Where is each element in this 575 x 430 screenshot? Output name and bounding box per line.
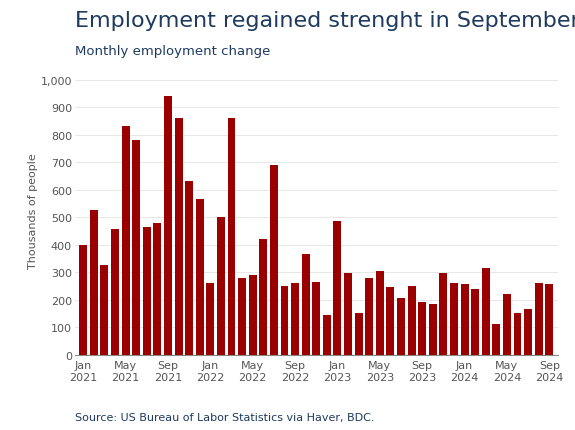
Bar <box>259 240 267 355</box>
Bar <box>492 325 500 355</box>
Bar <box>471 289 479 355</box>
Bar <box>482 268 490 355</box>
Bar <box>90 211 98 355</box>
Bar <box>524 310 532 355</box>
Bar <box>291 283 299 355</box>
Bar <box>461 285 469 355</box>
Bar <box>418 303 426 355</box>
Bar <box>270 166 278 355</box>
Bar <box>429 304 437 355</box>
Bar <box>154 223 162 355</box>
Bar <box>302 255 309 355</box>
Bar <box>344 274 352 355</box>
Bar <box>206 283 214 355</box>
Bar <box>143 227 151 355</box>
Bar <box>122 127 129 355</box>
Bar <box>101 266 108 355</box>
Bar <box>79 245 87 355</box>
Bar <box>281 286 289 355</box>
Bar <box>217 218 225 355</box>
Bar <box>228 119 236 355</box>
Bar <box>175 119 182 355</box>
Bar <box>439 274 447 355</box>
Bar <box>450 283 458 355</box>
Bar <box>535 283 543 355</box>
Bar <box>334 222 342 355</box>
Bar <box>386 288 394 355</box>
Bar <box>132 141 140 355</box>
Text: Source: US Bureau of Labor Statistics via Haver, BDC.: Source: US Bureau of Labor Statistics vi… <box>75 412 374 422</box>
Bar <box>397 298 405 355</box>
Text: Monthly employment change: Monthly employment change <box>75 45 270 58</box>
Bar <box>408 286 416 355</box>
Bar <box>545 285 553 355</box>
Bar <box>365 278 373 355</box>
Bar <box>355 313 363 355</box>
Bar <box>249 275 256 355</box>
Bar <box>196 200 204 355</box>
Bar <box>164 97 172 355</box>
Bar <box>323 315 331 355</box>
Bar <box>376 271 384 355</box>
Bar <box>312 282 320 355</box>
Y-axis label: Thousands of people: Thousands of people <box>28 153 38 268</box>
Bar <box>238 278 246 355</box>
Bar <box>185 182 193 355</box>
Bar <box>513 313 522 355</box>
Bar <box>111 230 119 355</box>
Bar <box>503 295 511 355</box>
Text: Employment regained strenght in September: Employment regained strenght in Septembe… <box>75 11 575 31</box>
